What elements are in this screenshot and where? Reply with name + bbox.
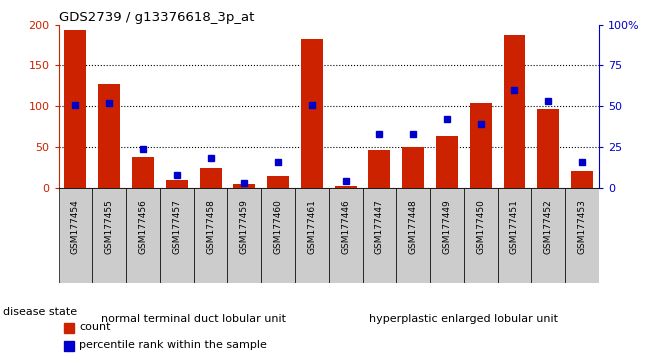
Bar: [531, 188, 565, 283]
Text: GSM177455: GSM177455: [105, 199, 114, 254]
Bar: [132, 158, 154, 188]
Bar: [565, 188, 599, 283]
Bar: [166, 180, 187, 188]
Bar: [470, 103, 492, 188]
Bar: [233, 183, 255, 188]
Text: GSM177460: GSM177460: [273, 199, 283, 254]
Bar: [98, 84, 120, 188]
Bar: [92, 188, 126, 283]
Text: GSM177453: GSM177453: [577, 199, 587, 254]
Bar: [261, 188, 295, 283]
Bar: [503, 35, 525, 188]
Bar: [295, 188, 329, 283]
Text: GSM177446: GSM177446: [341, 199, 350, 254]
Text: hyperplastic enlarged lobular unit: hyperplastic enlarged lobular unit: [369, 314, 559, 324]
Text: GSM177452: GSM177452: [544, 199, 553, 254]
Bar: [368, 150, 391, 188]
Text: disease state: disease state: [3, 307, 77, 316]
Text: GDS2739 / g13376618_3p_at: GDS2739 / g13376618_3p_at: [59, 11, 254, 24]
Text: normal terminal duct lobular unit: normal terminal duct lobular unit: [101, 314, 286, 324]
Text: GSM177459: GSM177459: [240, 199, 249, 254]
Bar: [571, 171, 593, 188]
Bar: [227, 188, 261, 283]
Text: GSM177461: GSM177461: [307, 199, 316, 254]
Bar: [537, 109, 559, 188]
Bar: [194, 188, 227, 283]
Bar: [464, 188, 497, 283]
Text: GSM177450: GSM177450: [477, 199, 485, 254]
Bar: [59, 188, 92, 283]
Bar: [497, 188, 531, 283]
Text: GSM177451: GSM177451: [510, 199, 519, 254]
Bar: [402, 147, 424, 188]
Bar: [329, 188, 363, 283]
Text: GSM177449: GSM177449: [443, 199, 451, 254]
Bar: [126, 188, 160, 283]
Bar: [64, 30, 87, 188]
Bar: [64, 323, 74, 333]
Bar: [430, 188, 464, 283]
Bar: [396, 188, 430, 283]
Bar: [301, 39, 323, 188]
Bar: [160, 188, 194, 283]
Text: count: count: [79, 322, 111, 332]
Text: GSM177456: GSM177456: [139, 199, 148, 254]
Bar: [267, 176, 289, 188]
Text: GSM177454: GSM177454: [71, 199, 80, 254]
Text: GSM177448: GSM177448: [409, 199, 418, 254]
Text: GSM177447: GSM177447: [375, 199, 384, 254]
Bar: [363, 188, 396, 283]
Bar: [335, 186, 357, 188]
Bar: [64, 341, 74, 351]
Text: GSM177457: GSM177457: [173, 199, 181, 254]
Bar: [436, 136, 458, 188]
Text: percentile rank within the sample: percentile rank within the sample: [79, 340, 267, 350]
Text: GSM177458: GSM177458: [206, 199, 215, 254]
Bar: [200, 168, 221, 188]
